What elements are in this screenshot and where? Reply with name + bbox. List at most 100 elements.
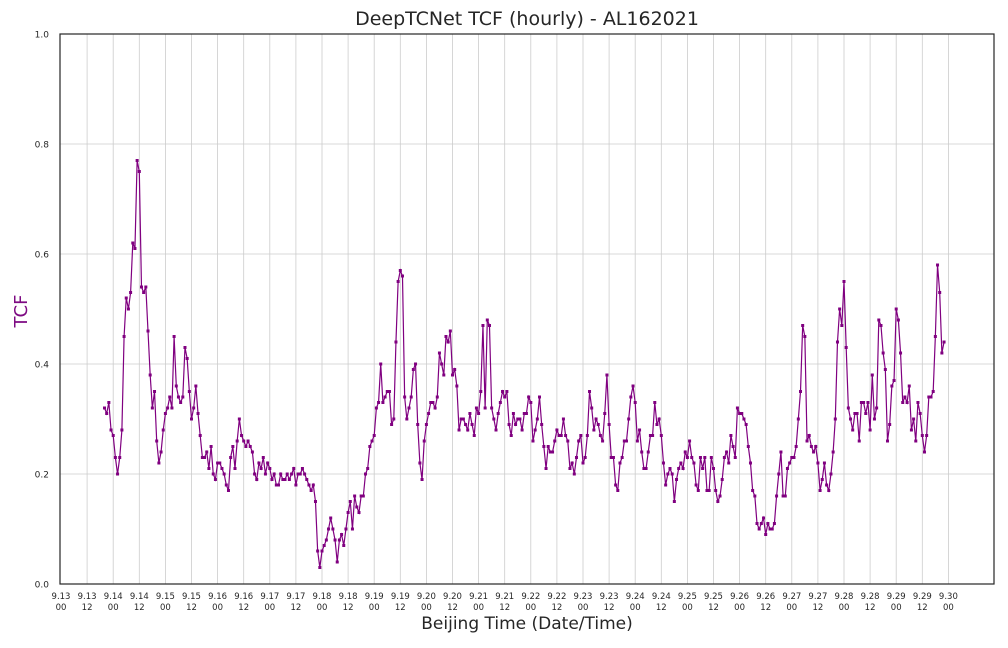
data-point [940, 351, 944, 355]
x-tick-date: 9.20 [443, 592, 462, 602]
data-point [318, 566, 322, 569]
data-point [455, 384, 459, 388]
data-point [364, 472, 367, 476]
x-tick-hour: 00 [578, 603, 589, 613]
data-point [487, 324, 491, 327]
data-point [605, 373, 609, 377]
x-tick-date: 9.18 [313, 592, 332, 602]
data-point [653, 401, 657, 404]
data-point [529, 401, 533, 404]
data-point [331, 527, 335, 531]
data-point [324, 538, 328, 542]
x-tick-date: 9.21 [495, 592, 514, 602]
x-tick-date: 9.15 [156, 592, 175, 602]
data-point [183, 346, 187, 349]
data-point [124, 296, 128, 300]
data-point [938, 291, 942, 294]
data-point [581, 461, 585, 465]
data-point [585, 434, 589, 437]
data-point [672, 500, 676, 503]
data-point [226, 489, 230, 492]
x-tick-hour: 00 [56, 603, 67, 613]
data-point [625, 439, 628, 443]
data-point [577, 439, 581, 443]
data-point [733, 456, 737, 459]
x-tick-date: 9.15 [182, 592, 201, 602]
y-tick-label: 0.6 [35, 251, 50, 261]
data-point [929, 395, 933, 399]
data-point [651, 434, 655, 437]
data-point [479, 390, 483, 393]
data-point [527, 395, 531, 399]
data-point [403, 395, 407, 399]
data-point [796, 417, 800, 421]
data-point [157, 461, 161, 465]
data-point [142, 291, 146, 294]
data-point [155, 439, 159, 443]
axes-frame [59, 33, 995, 585]
data-point [261, 456, 265, 459]
data-point [192, 406, 196, 410]
x-tick-date: 9.29 [913, 592, 932, 602]
data-point [166, 406, 170, 410]
data-point [337, 538, 341, 542]
data-point [772, 522, 776, 525]
data-point [916, 401, 920, 404]
data-point [768, 527, 772, 531]
data-point [485, 318, 489, 322]
data-point [244, 445, 248, 448]
data-point [770, 527, 774, 531]
data-point [622, 439, 626, 443]
data-point [522, 412, 526, 415]
data-point [729, 434, 733, 437]
data-point [457, 428, 461, 432]
data-point [603, 412, 607, 415]
x-tick-hour: 12 [447, 603, 458, 613]
data-point [681, 467, 685, 470]
x-tick-hour: 00 [943, 603, 954, 613]
data-point [764, 533, 768, 536]
data-point [901, 401, 905, 404]
data-point [181, 395, 185, 399]
data-point [511, 412, 515, 415]
data-point [176, 395, 180, 399]
data-point [418, 461, 422, 465]
data-point [148, 373, 152, 377]
data-point [477, 412, 481, 415]
x-tick-hour: 00 [369, 603, 380, 613]
data-point [931, 390, 935, 393]
x-tick-hour: 00 [786, 603, 797, 613]
data-point [524, 412, 528, 415]
data-point [281, 478, 285, 481]
data-point [444, 335, 448, 338]
data-point [725, 450, 729, 454]
x-tick-date: 9.18 [339, 592, 358, 602]
x-tick-date: 9.23 [600, 592, 619, 602]
x-tick-date: 9.30 [939, 592, 958, 602]
data-point [405, 417, 409, 421]
data-point [198, 434, 202, 437]
data-point [150, 406, 154, 410]
data-point [666, 472, 670, 476]
data-point [792, 456, 796, 459]
data-point [846, 406, 850, 410]
data-point [833, 417, 837, 421]
data-point [744, 423, 748, 426]
data-point [474, 406, 478, 410]
data-point [842, 280, 846, 283]
data-point [437, 351, 441, 355]
x-tick-hour: 00 [421, 603, 432, 613]
data-point [168, 395, 172, 399]
data-point [716, 500, 720, 503]
data-point [442, 373, 446, 377]
data-point [596, 423, 600, 426]
data-point [387, 390, 391, 393]
data-point [742, 417, 746, 421]
x-tick-date: 9.19 [391, 592, 410, 602]
data-point [459, 417, 463, 421]
x-tick-date: 9.28 [835, 592, 854, 602]
data-point [896, 318, 900, 322]
data-point [242, 439, 246, 443]
y-tick-label: 0.0 [35, 581, 50, 591]
grid-lines [60, 34, 994, 584]
